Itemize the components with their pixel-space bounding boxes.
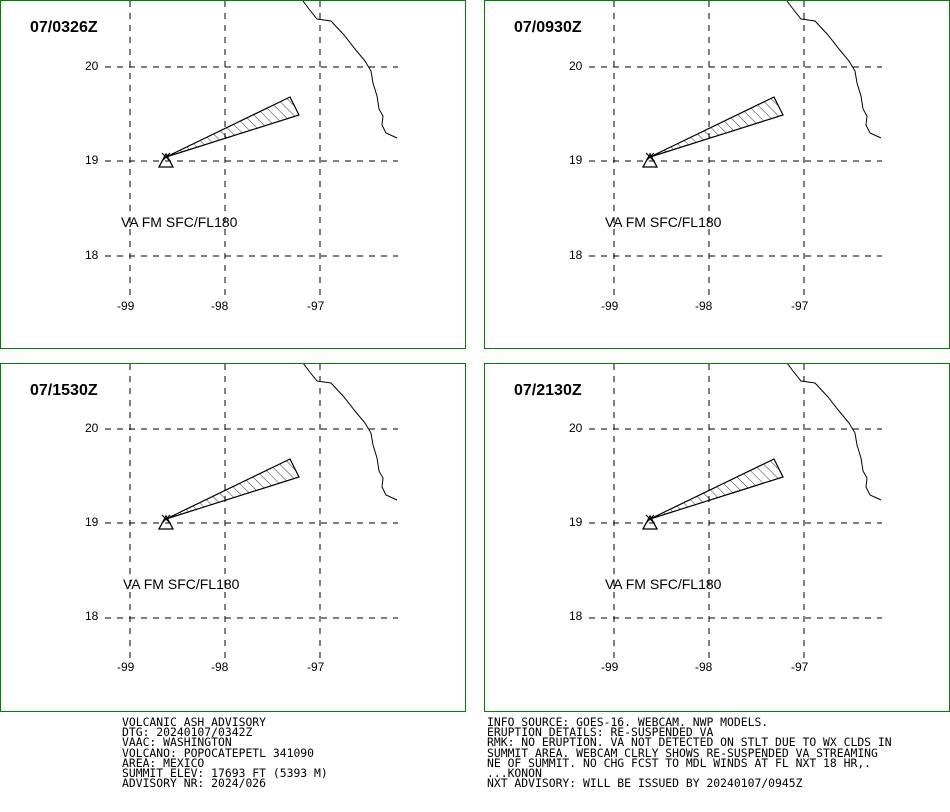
ash-layer-label: VA FM SFC/FL180 (121, 214, 238, 230)
map-canvas (105, 364, 398, 659)
lat-label-20: 20 (569, 421, 583, 435)
coastline (303, 364, 398, 501)
lon-label-99: -99 (601, 660, 619, 674)
lon-label-97: -97 (307, 660, 325, 674)
lon-label-99: -99 (117, 299, 135, 313)
lon-label-98: -98 (211, 660, 229, 674)
advisory-line: SUMMIT AREA. WEBCAM CLRLY SHOWS RE-SUSPE… (487, 745, 878, 760)
ash-cloud-polygon (649, 458, 784, 520)
lat-label-18: 18 (569, 609, 583, 623)
eruption-marker-icon (161, 152, 171, 162)
coastline (786, 1, 882, 139)
map-panel-4: 07/2130Z VA FM SFC/FL180 20 19 18 -99 -9… (484, 363, 950, 712)
advisory-header-block: VOLCANIC ASH ADVISORY DTG: 20240107/0342… (122, 715, 328, 791)
ash-layer-label: VA FM SFC/FL180 (605, 214, 722, 230)
lon-label-99: -99 (117, 660, 135, 674)
map-panel-2: 07/0930Z VA FM SFC/FL180 20 19 18 -99 -9… (484, 0, 950, 349)
lat-label-20: 20 (85, 421, 99, 435)
lon-label-97: -97 (791, 660, 809, 674)
lon-label-97: -97 (307, 299, 325, 313)
eruption-marker-icon (645, 152, 655, 162)
lat-label-18: 18 (85, 248, 99, 262)
lat-label-20: 20 (85, 59, 99, 73)
panel-title: 07/0930Z (514, 19, 582, 36)
lon-label-98: -98 (695, 299, 713, 313)
advisory-line: VOLCANIC ASH ADVISORY (122, 715, 267, 729)
map-panel-1: 07/0326Z VA FM SFC/FL180 20 19 18 -99 -9… (0, 0, 466, 349)
lat-label-19: 19 (85, 515, 99, 529)
map-canvas (105, 1, 398, 297)
eruption-marker-icon (645, 514, 655, 524)
advisory-line: ERUPTION DETAILS: RE-SUSPENDED VA (487, 725, 714, 740)
map-canvas (589, 364, 882, 659)
advisory-line: AREA: MEXICO (122, 755, 205, 770)
lon-label-97: -97 (791, 299, 809, 313)
panel-title: 07/1530Z (30, 382, 98, 399)
advisory-line: RMK: NO ERUPTION. VA NOT DETECTED ON STL… (487, 735, 892, 750)
map-panel-3: 07/1530Z VA FM SFC/FL180 20 19 18 -99 -9… (0, 363, 466, 712)
ash-layer-label: VA FM SFC/FL180 (123, 576, 240, 592)
lat-label-19: 19 (569, 515, 583, 529)
advisory-line: SUMMIT ELEV: 17693 FT (5393 M) (122, 766, 328, 781)
lat-label-19: 19 (569, 153, 583, 167)
map-canvas (589, 1, 882, 297)
ash-layer-label: VA FM SFC/FL180 (605, 576, 722, 592)
advisory-line: INFO SOURCE: GOES-16. WEBCAM. NWP MODELS… (487, 715, 769, 729)
lat-label-20: 20 (569, 59, 583, 73)
lat-label-19: 19 (85, 153, 99, 167)
lat-label-18: 18 (569, 248, 583, 262)
panel-title: 07/2130Z (514, 382, 582, 399)
coastline (302, 1, 398, 139)
advisory-line: ...KONON (487, 766, 542, 781)
ash-cloud-polygon (165, 458, 300, 520)
lon-label-99: -99 (601, 299, 619, 313)
advisory-line: VOLCANO: POPOCATEPETL 341090 (122, 745, 315, 760)
advisory-remarks-block: INFO SOURCE: GOES-16. WEBCAM. NWP MODELS… (487, 715, 892, 791)
advisory-line: NE OF SUMMIT. NO CHG FCST TO MDL WINDS A… (487, 755, 872, 770)
ash-cloud-polygon (165, 96, 300, 158)
eruption-marker-icon (161, 514, 171, 524)
panel-title: 07/0326Z (30, 19, 98, 36)
advisory-line: NXT ADVISORY: WILL BE ISSUED BY 20240107… (487, 776, 803, 791)
lon-label-98: -98 (695, 660, 713, 674)
lat-label-18: 18 (85, 609, 99, 623)
advisory-line: DTG: 20240107/0342Z (122, 725, 253, 740)
advisory-line: VAAC: WASHINGTON (122, 735, 232, 750)
coastline (787, 364, 882, 501)
advisory-line: ADVISORY NR: 2024/026 (122, 776, 267, 791)
ash-cloud-polygon (649, 96, 784, 158)
lon-label-98: -98 (211, 299, 229, 313)
